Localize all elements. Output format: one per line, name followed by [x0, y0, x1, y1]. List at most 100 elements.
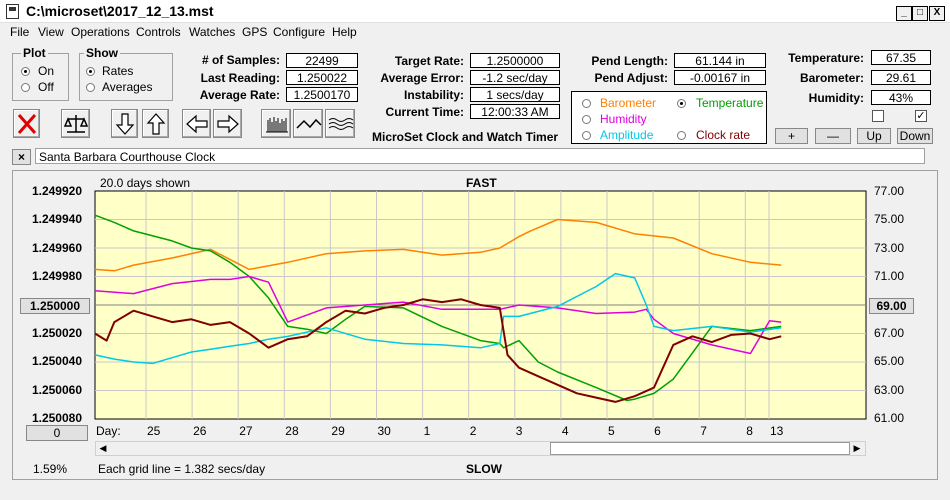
env-minus-button[interactable]: — — [815, 128, 851, 144]
balance-button[interactable] — [61, 109, 90, 138]
left-tick-label: 1.249960 — [31, 241, 82, 255]
env-up-button[interactable]: Up — [857, 128, 891, 144]
average-error-label: Average Error: — [380, 71, 464, 85]
barometer-radio[interactable] — [582, 99, 591, 108]
show-group: Show Rates Averages — [79, 46, 173, 101]
temperature-radio[interactable] — [677, 99, 686, 108]
right-tick-label: 77.00 — [874, 184, 905, 198]
average-rate-label: Average Rate: — [199, 88, 280, 102]
series-humidity — [94, 275, 782, 355]
x-tick-label: 7 — [700, 424, 707, 438]
temperature-value: 67.35 — [871, 50, 931, 65]
menu-controls[interactable]: Controls — [136, 25, 181, 39]
chart-frame — [12, 170, 938, 480]
scroll-thumb[interactable] — [550, 442, 850, 455]
menu-gps[interactable]: GPS — [242, 25, 268, 39]
plot-off-radio[interactable] — [21, 83, 30, 92]
series-barometer — [94, 218, 782, 272]
red-x-icon — [17, 114, 37, 134]
env-checkbox-2[interactable]: ✓ — [915, 110, 927, 122]
left-arrow-button[interactable] — [182, 109, 211, 138]
humidity-radio[interactable] — [582, 115, 591, 124]
horizontal-scrollbar[interactable]: ◀ ▶ — [95, 441, 866, 456]
left-tick-label: 1.249920 — [31, 184, 82, 198]
x-tick-label: 8 — [746, 424, 753, 438]
up-arrow-button[interactable] — [142, 109, 169, 138]
menu-operations[interactable]: Operations — [71, 25, 130, 39]
env-checkbox-1[interactable] — [872, 110, 884, 122]
zero-button[interactable]: 0 — [26, 425, 88, 441]
line-plot-button[interactable] — [293, 109, 323, 138]
clock-name-field[interactable]: Santa Barbara Courthouse Clock — [35, 148, 925, 164]
minimize-button[interactable]: _ — [896, 6, 912, 21]
center-temperature-button[interactable]: 69.00 — [869, 298, 914, 314]
menu-help[interactable]: Help — [332, 25, 357, 39]
menu-watches[interactable]: Watches — [189, 25, 236, 39]
line-chart-icon — [296, 118, 322, 129]
plot-on-label: On — [38, 64, 55, 78]
scroll-right-icon[interactable]: ▶ — [853, 443, 861, 453]
bar-plot-button[interactable] — [261, 109, 291, 138]
title-bar: C:\microset\2017_12_13.mst _ □ X — [0, 0, 950, 23]
down-arrow-button[interactable] — [111, 109, 138, 138]
show-averages-radio[interactable] — [86, 83, 95, 92]
clock-rate-radio[interactable] — [677, 131, 686, 140]
menu-view[interactable]: View — [38, 25, 64, 39]
arrow-up-icon — [146, 113, 166, 135]
close-button[interactable]: X — [929, 6, 945, 21]
right-arrow-button[interactable] — [213, 109, 242, 138]
show-rates-radio[interactable] — [86, 67, 95, 76]
left-tick-label: 1.250080 — [31, 411, 82, 425]
window-title: C:\microset\2017_12_13.mst — [26, 3, 214, 19]
amplitude-option-label: Amplitude — [600, 128, 654, 142]
right-tick-label: 63.00 — [874, 383, 905, 397]
series-amplitude — [94, 272, 782, 365]
plot-on-radio[interactable] — [21, 67, 30, 76]
left-tick-label: 1.249940 — [31, 212, 82, 226]
right-tick-label: 67.00 — [874, 326, 905, 340]
last-reading-value: 1.250022 — [286, 70, 358, 85]
right-tick-label: 61.00 — [874, 411, 905, 425]
amplitude-radio[interactable] — [582, 131, 591, 140]
series-clock-rate — [94, 298, 782, 403]
clock-rate-option-label: Clock rate — [696, 128, 751, 142]
instability-value: 1 secs/day — [470, 87, 560, 102]
current-time-value: 12:00:33 AM — [470, 104, 560, 119]
menu-configure[interactable]: Configure — [273, 25, 326, 39]
maximize-button[interactable]: □ — [912, 6, 928, 21]
show-group-title: Show — [84, 46, 120, 60]
x-tick-label: 1 — [423, 424, 431, 438]
grid-note: Each grid line = 1.382 secs/day — [98, 462, 266, 476]
center-rate-button[interactable]: 1.250000 — [20, 298, 90, 314]
env-down-button[interactable]: Down — [897, 128, 933, 144]
target-rate-label: Target Rate: — [394, 54, 464, 68]
pend-length-label: Pend Length: — [591, 54, 668, 68]
days-shown-label: 20.0 days shown — [100, 176, 191, 190]
stop-button[interactable] — [13, 109, 40, 138]
samples-value: 22499 — [286, 53, 358, 68]
menu-file[interactable]: File — [10, 25, 30, 39]
menu-bar: File View Operations Controls Watches GP… — [0, 23, 950, 41]
x-tick-label: 29 — [331, 424, 345, 438]
close-clock-button[interactable]: × — [12, 149, 31, 165]
x-tick-label: 13 — [770, 424, 784, 438]
left-tick-label: 1.249980 — [31, 269, 82, 283]
left-tick-label: 1.250020 — [31, 326, 82, 340]
humidity-value: 43% — [871, 90, 931, 105]
target-rate-value[interactable]: 1.2500000 — [470, 53, 560, 68]
env-plus-button[interactable]: + — [775, 128, 808, 144]
right-tick-label: 71.00 — [874, 269, 905, 283]
right-tick-label: 73.00 — [874, 241, 905, 255]
average-error-value: -1.2 sec/day — [470, 70, 560, 85]
barometer-label: Barometer: — [799, 71, 864, 85]
app-icon — [6, 4, 19, 19]
series-temperature — [94, 214, 782, 402]
wave-icon — [328, 118, 354, 130]
pend-length-value: 61.144 in — [674, 53, 766, 68]
x-tick-label: 30 — [377, 424, 391, 438]
plot-off-label: Off — [38, 80, 54, 94]
scroll-left-icon[interactable]: ◀ — [99, 443, 107, 453]
temperature-label: Temperature: — [788, 51, 864, 65]
fast-label: FAST — [466, 176, 497, 190]
wave-plot-button[interactable] — [325, 109, 355, 138]
